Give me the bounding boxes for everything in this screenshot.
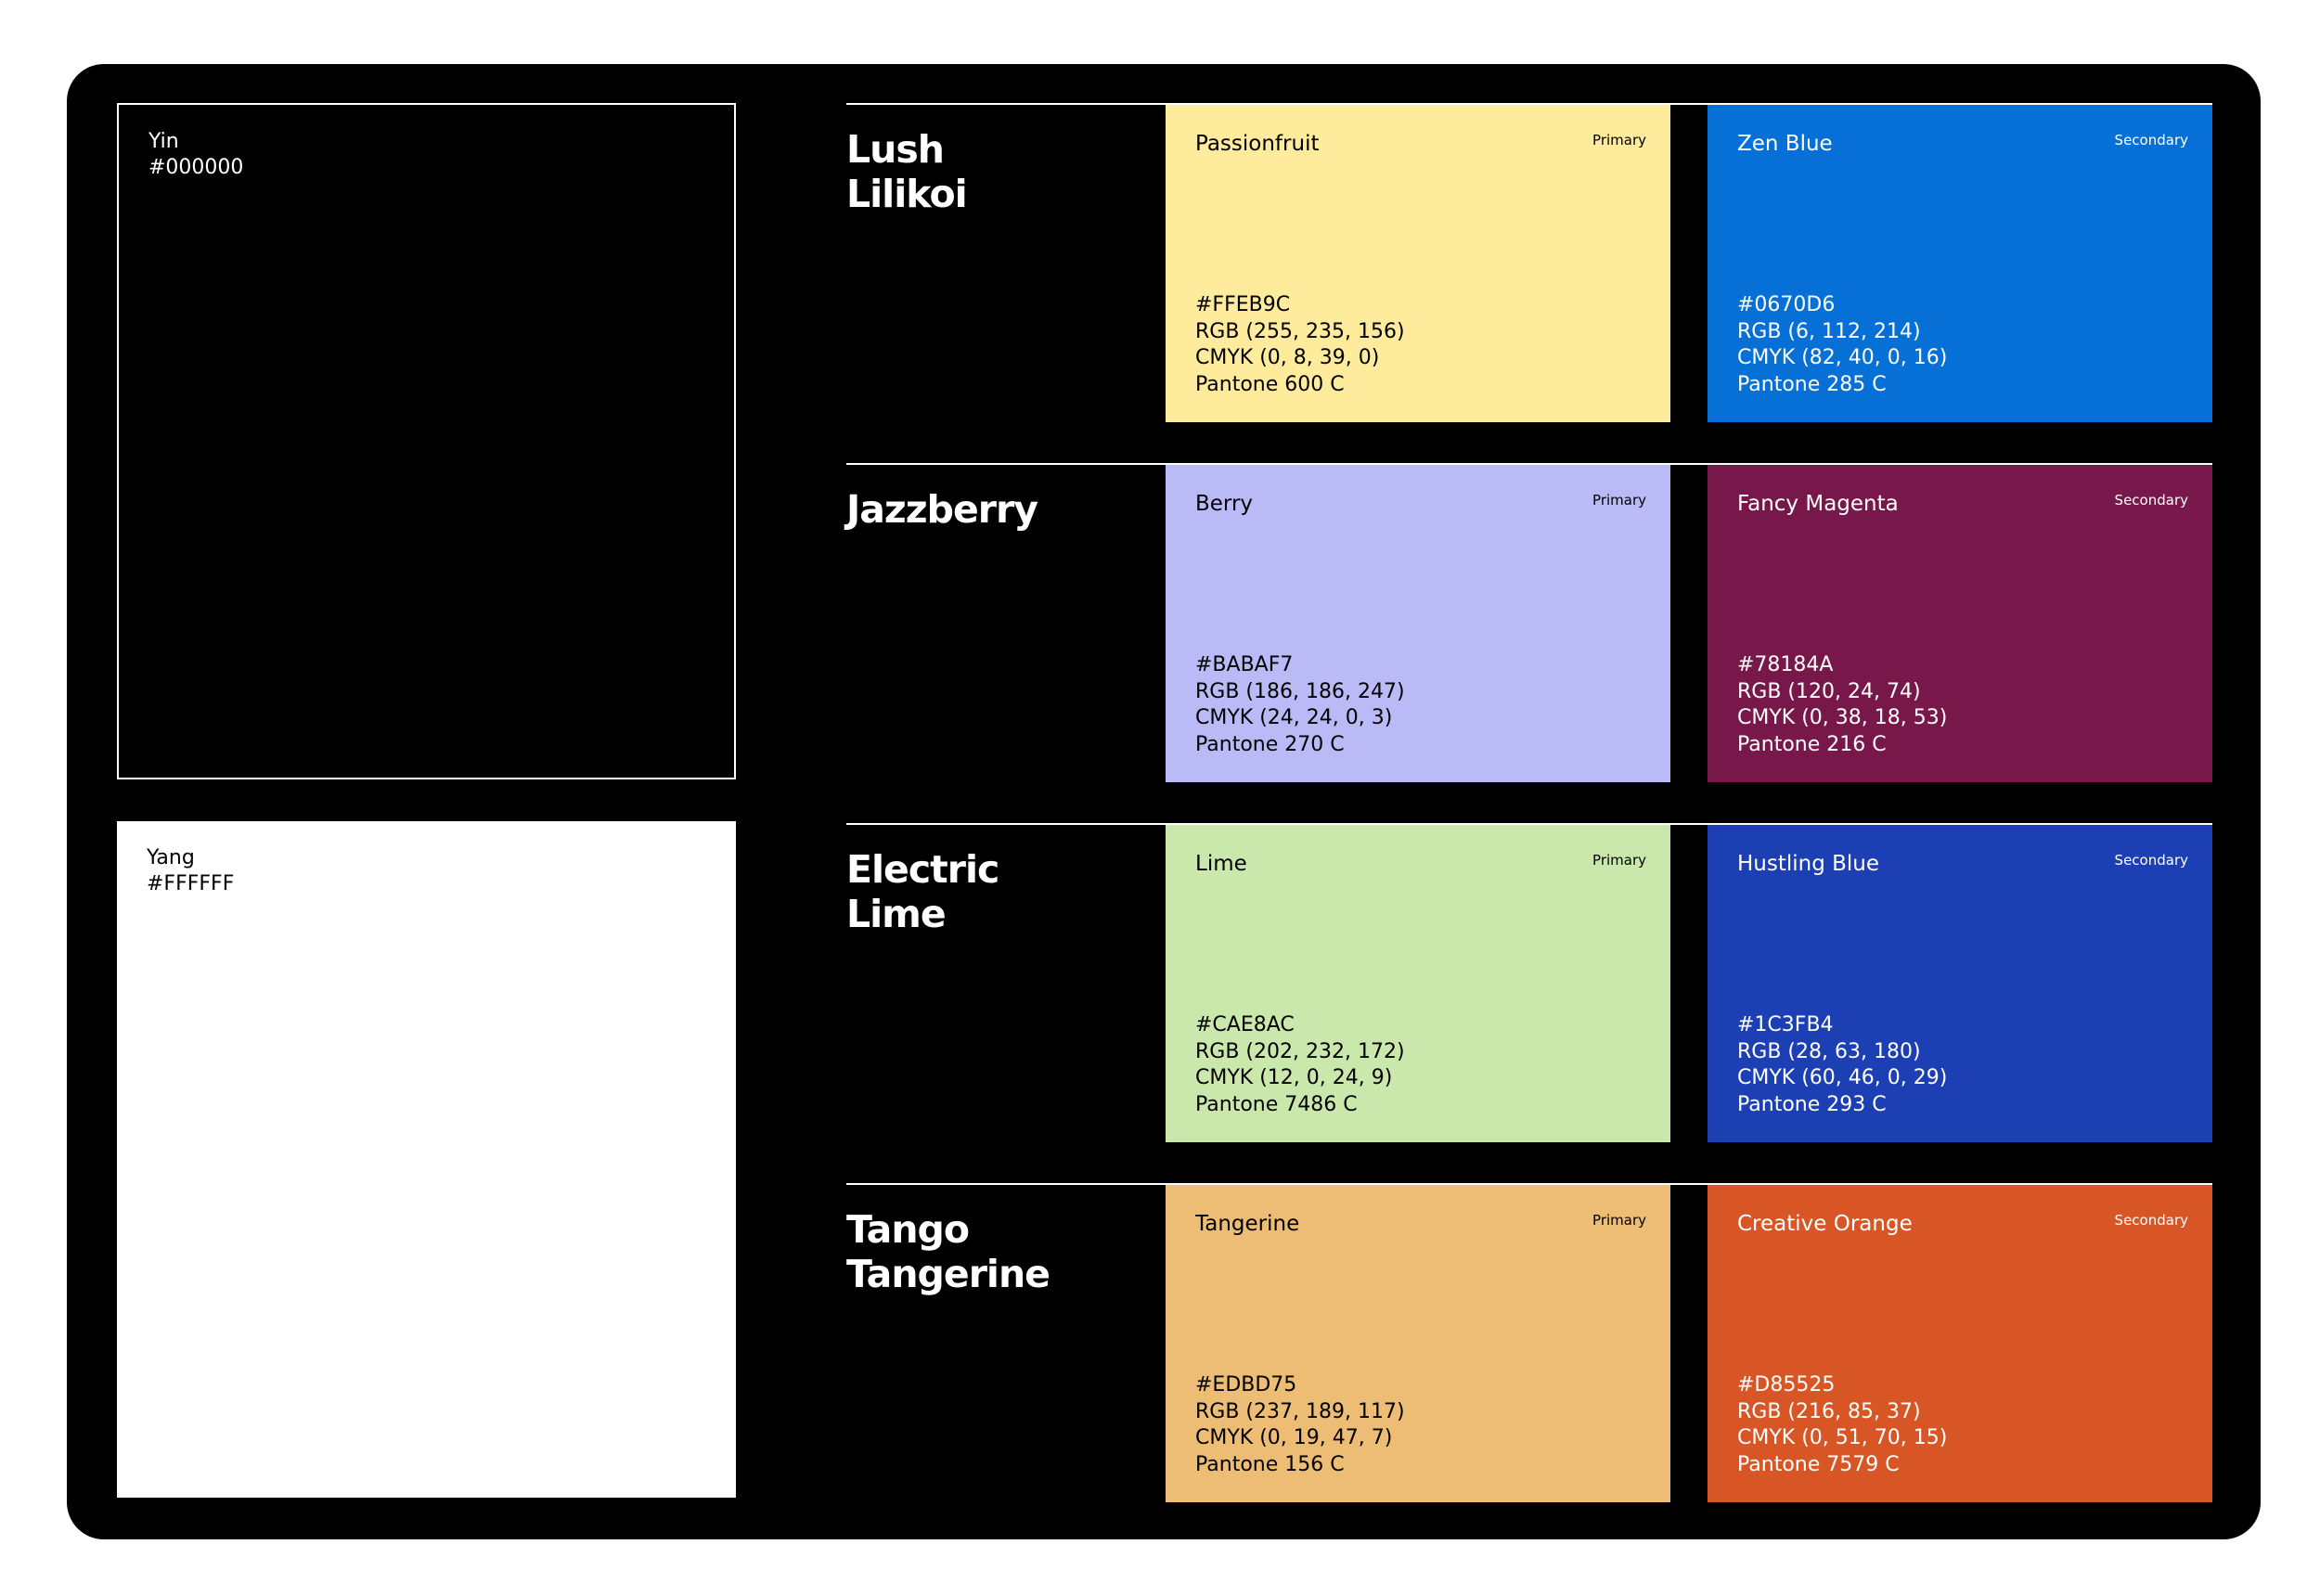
swatch-specs: #BABAF7 RGB (186, 186, 247) CMYK (24, 24… <box>1195 652 1405 758</box>
swatch-pantone: Pantone 293 C <box>1737 1092 1887 1116</box>
swatch-role: Secondary <box>2114 852 2188 869</box>
swatch-role: Primary <box>1592 852 1646 869</box>
swatch-hex: #CAE8AC <box>1195 1013 1295 1036</box>
primary-swatch: Lime Primary #CAE8AC RGB (202, 232, 172)… <box>1166 825 1670 1142</box>
primary-swatch: Passionfruit Primary #FFEB9C RGB (255, 2… <box>1166 105 1670 422</box>
palette-title: Tango Tangerine <box>846 1207 1050 1296</box>
swatch-rgb: RGB (120, 24, 74) <box>1737 679 1921 703</box>
swatch-cmyk: CMYK (0, 8, 39, 0) <box>1195 346 1380 369</box>
swatch-specs: #CAE8AC RGB (202, 232, 172) CMYK (12, 0,… <box>1195 1012 1405 1118</box>
swatch-cmyk: CMYK (82, 40, 0, 16) <box>1737 346 1948 369</box>
swatch-pantone: Pantone 285 C <box>1737 372 1887 396</box>
swatch-rgb: RGB (216, 85, 37) <box>1737 1399 1921 1423</box>
swatch-pantone: Pantone 7579 C <box>1737 1452 1900 1476</box>
palette-row-jazzberry: Jazzberry Berry Primary #BABAF7 RGB (186… <box>846 463 2212 782</box>
swatch-rgb: RGB (6, 112, 214) <box>1737 319 1921 343</box>
secondary-swatch: Creative Orange Secondary #D85525 RGB (2… <box>1708 1185 2212 1502</box>
swatch-rgb: RGB (186, 186, 247) <box>1195 679 1405 703</box>
swatch-cmyk: CMYK (0, 51, 70, 15) <box>1737 1426 1948 1449</box>
swatch-role: Primary <box>1592 132 1646 148</box>
primary-swatch: Berry Primary #BABAF7 RGB (186, 186, 247… <box>1166 465 1670 782</box>
swatch-specs: #D85525 RGB (216, 85, 37) CMYK (0, 51, 7… <box>1737 1372 1947 1478</box>
swatch-rgb: RGB (28, 63, 180) <box>1737 1039 1921 1063</box>
swatch-hex: #EDBD75 <box>1195 1373 1297 1396</box>
swatch-name: Hustling Blue <box>1737 852 1880 876</box>
swatch-specs: #0670D6 RGB (6, 112, 214) CMYK (82, 40, … <box>1737 292 1947 398</box>
swatch-hex: #FFEB9C <box>1195 293 1291 316</box>
palette-row-tango-tangerine: Tango Tangerine Tangerine Primary #EDBD7… <box>846 1183 2212 1502</box>
swatch-cmyk: CMYK (12, 0, 24, 9) <box>1195 1066 1393 1089</box>
swatch-cmyk: CMYK (60, 46, 0, 29) <box>1737 1066 1948 1089</box>
swatch-hex: #0670D6 <box>1737 293 1836 316</box>
swatch-role: Primary <box>1592 492 1646 508</box>
swatch-hex: #78184A <box>1737 653 1834 676</box>
swatch-name: Tangerine <box>1195 1212 1300 1236</box>
swatch-pantone: Pantone 216 C <box>1737 732 1887 756</box>
palette-title: Lush Lilikoi <box>846 127 968 216</box>
swatch-name: Passionfruit <box>1195 132 1320 156</box>
swatch-specs: #78184A RGB (120, 24, 74) CMYK (0, 38, 1… <box>1737 652 1947 758</box>
palette-row-lush-lilikoi: Lush Lilikoi Passionfruit Primary #FFEB9… <box>846 103 2212 422</box>
yang-label: Yang #FFFFFF <box>147 845 234 897</box>
swatch-rgb: RGB (237, 189, 117) <box>1195 1399 1405 1423</box>
swatch-name: Lime <box>1195 852 1247 876</box>
swatch-name: Zen Blue <box>1737 132 1833 156</box>
swatch-pantone: Pantone 156 C <box>1195 1452 1345 1476</box>
yin-hex: #000000 <box>148 156 244 179</box>
swatch-hex: #BABAF7 <box>1195 653 1294 676</box>
secondary-swatch: Hustling Blue Secondary #1C3FB4 RGB (28,… <box>1708 825 2212 1142</box>
swatch-pantone: Pantone 600 C <box>1195 372 1345 396</box>
palette-row-electric-lime: Electric Lime Lime Primary #CAE8AC RGB (… <box>846 823 2212 1142</box>
palette-title: Electric Lime <box>846 847 999 936</box>
swatch-cmyk: CMYK (0, 19, 47, 7) <box>1195 1426 1393 1449</box>
swatch-role: Secondary <box>2114 492 2188 508</box>
swatch-role: Secondary <box>2114 1212 2188 1229</box>
swatch-specs: #EDBD75 RGB (237, 189, 117) CMYK (0, 19,… <box>1195 1372 1405 1478</box>
color-palette-board: Yin #000000 Yang #FFFFFF Lush Lilikoi Pa… <box>67 64 2261 1539</box>
primary-swatch: Tangerine Primary #EDBD75 RGB (237, 189,… <box>1166 1185 1670 1502</box>
swatch-specs: #1C3FB4 RGB (28, 63, 180) CMYK (60, 46, … <box>1737 1012 1947 1118</box>
yin-label: Yin #000000 <box>148 129 243 181</box>
swatch-name: Berry <box>1195 492 1254 516</box>
swatch-rgb: RGB (202, 232, 172) <box>1195 1039 1405 1063</box>
swatch-pantone: Pantone 7486 C <box>1195 1092 1358 1116</box>
swatch-hex: #1C3FB4 <box>1737 1013 1834 1036</box>
swatch-role: Secondary <box>2114 132 2188 148</box>
secondary-swatch: Zen Blue Secondary #0670D6 RGB (6, 112, … <box>1708 105 2212 422</box>
swatch-cmyk: CMYK (0, 38, 18, 53) <box>1737 706 1948 729</box>
swatch-specs: #FFEB9C RGB (255, 235, 156) CMYK (0, 8, … <box>1195 292 1405 398</box>
yang-hex: #FFFFFF <box>147 872 235 895</box>
yin-swatch: Yin #000000 <box>117 103 736 779</box>
swatch-cmyk: CMYK (24, 24, 0, 3) <box>1195 706 1393 729</box>
swatch-pantone: Pantone 270 C <box>1195 732 1345 756</box>
palette-title: Jazzberry <box>846 487 1038 532</box>
swatch-name: Creative Orange <box>1737 1212 1913 1236</box>
secondary-swatch: Fancy Magenta Secondary #78184A RGB (120… <box>1708 465 2212 782</box>
swatch-rgb: RGB (255, 235, 156) <box>1195 319 1405 343</box>
yang-name: Yang <box>147 846 195 869</box>
swatch-name: Fancy Magenta <box>1737 492 1899 516</box>
yin-name: Yin <box>148 130 179 153</box>
swatch-hex: #D85525 <box>1737 1373 1836 1396</box>
swatch-role: Primary <box>1592 1212 1646 1229</box>
yang-swatch: Yang #FFFFFF <box>117 821 736 1498</box>
